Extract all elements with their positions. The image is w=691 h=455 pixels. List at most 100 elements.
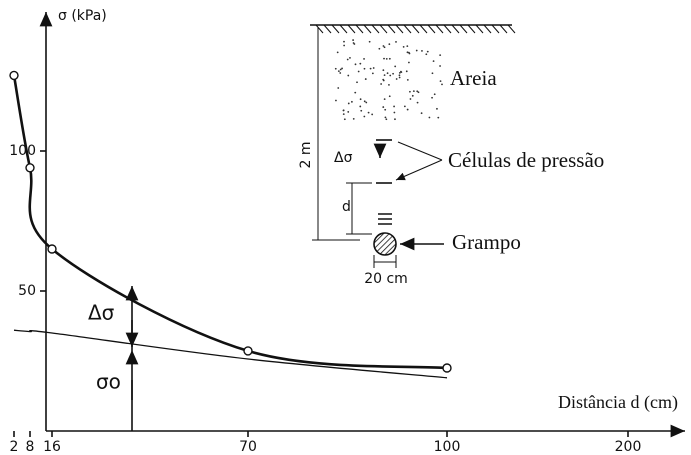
x-tick-label: 8: [26, 439, 35, 455]
sand-dot: [408, 52, 411, 55]
sand-dot: [388, 57, 391, 60]
x-tick-label: 2: [10, 439, 19, 455]
hatch-line: [411, 24, 420, 34]
sand-dot: [367, 111, 370, 114]
data-point: [47, 244, 57, 254]
sand-dot: [409, 98, 412, 100]
hatch-line: [355, 24, 364, 34]
x-tick-label: 16: [43, 439, 61, 455]
hatch-line: [419, 24, 428, 34]
sand-dot: [347, 102, 350, 105]
sand-dot: [352, 39, 355, 41]
sand-dot: [409, 90, 411, 93]
sand-dot: [342, 113, 345, 115]
sand-dot: [428, 116, 431, 119]
sand-dot: [352, 117, 355, 120]
sand-dot: [371, 113, 374, 116]
sand-dot: [417, 91, 420, 94]
sand-dot: [382, 69, 385, 72]
y-axis-label: σ (kPa): [58, 8, 107, 24]
sand-dot: [439, 65, 441, 67]
sand-dot: [411, 94, 414, 97]
sand-dot: [349, 57, 351, 59]
sand-dot: [352, 42, 355, 44]
sand-dot: [384, 108, 387, 111]
data-point: [9, 70, 19, 81]
clamp-bars: [378, 213, 392, 225]
data-point: [442, 363, 452, 373]
series-line: [13, 329, 448, 379]
cells-label: Células de pressão: [448, 148, 604, 172]
sand-dots: [334, 39, 443, 121]
sand-dot: [398, 71, 401, 74]
sand-dot: [431, 96, 433, 99]
inset-delta: Δσ: [334, 150, 353, 166]
sand-dot: [384, 116, 387, 119]
sand-dot: [369, 67, 372, 70]
x-tick-label: 200: [615, 439, 642, 455]
sand-dot: [433, 93, 436, 96]
hatch-line: [403, 24, 412, 34]
anchor-label: Grampo: [452, 230, 521, 254]
annotation: σo: [96, 370, 121, 394]
hatch-line: [371, 24, 380, 34]
y-tick-label: 100: [9, 143, 36, 159]
sand-dot: [439, 54, 442, 57]
sand-dot: [425, 53, 428, 56]
sand-dot: [389, 74, 392, 77]
hatch-line: [379, 24, 388, 34]
sand-dot: [393, 105, 395, 108]
sand-dot: [356, 81, 358, 84]
sand-dot: [431, 72, 434, 75]
sand-dot: [393, 111, 396, 114]
sand-dot: [371, 72, 374, 75]
sand-dot: [432, 60, 435, 63]
hatch-line: [499, 24, 508, 34]
hatch-line: [451, 24, 460, 34]
hatch-line: [339, 24, 348, 34]
sand-dot: [383, 74, 386, 77]
sand-dot: [343, 44, 346, 47]
depth-label: 2 m: [298, 142, 314, 169]
sand-dot: [421, 50, 423, 52]
sand-dot: [400, 70, 402, 73]
sand-dot: [439, 80, 442, 83]
sand-dot: [406, 79, 409, 81]
sand-dot: [408, 61, 410, 64]
sand-dot: [385, 57, 388, 60]
hatch-line: [331, 24, 340, 34]
sand-dot: [364, 78, 367, 80]
sand-dot: [388, 43, 391, 46]
sand-dot: [382, 45, 385, 47]
sand-dot: [392, 72, 394, 75]
sand-dot: [337, 87, 340, 89]
sand-dot: [343, 118, 346, 121]
sand-dot: [403, 105, 406, 108]
ground-hatch: [315, 24, 516, 34]
sand-dot: [365, 101, 368, 104]
sand-dot: [380, 83, 383, 85]
data-point: [243, 346, 253, 356]
x-tick-label: 70: [239, 439, 257, 455]
sand-dot: [412, 90, 415, 93]
hatch-line: [435, 24, 444, 34]
sand-dot: [343, 40, 345, 43]
hatch-line: [427, 24, 436, 34]
sand-dot: [406, 108, 409, 111]
sand-dot: [383, 57, 385, 60]
sand-dot: [354, 91, 357, 94]
sand-dot: [415, 49, 418, 52]
sand-dot: [383, 46, 386, 49]
sand-dot: [394, 65, 397, 68]
sand-dot: [405, 70, 408, 73]
sand-dot: [426, 50, 429, 53]
sand-dot: [382, 78, 385, 81]
sand-dot: [398, 74, 401, 77]
sand-dot: [363, 67, 366, 70]
width-label: 20 cm: [364, 271, 408, 287]
sand-dot: [378, 47, 381, 50]
hatch-line: [323, 24, 332, 34]
sand-dot: [339, 68, 342, 71]
hatch-line: [483, 24, 492, 34]
